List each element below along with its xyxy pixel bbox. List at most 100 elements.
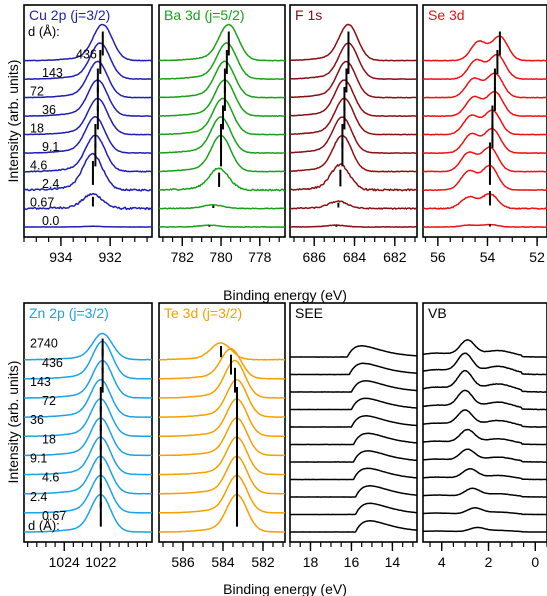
tick-label: 778	[248, 249, 272, 265]
tick-label: 14	[385, 554, 401, 570]
thickness-label: 9.1	[30, 452, 47, 466]
tick-label: 684	[343, 249, 367, 265]
thickness-label: 72	[42, 394, 56, 408]
tick-label: 56	[430, 249, 446, 265]
spectrum-curve	[289, 200, 418, 210]
spectrum-curve	[158, 203, 285, 210]
spectrum-curve	[422, 53, 547, 81]
spectrum-curve	[24, 225, 153, 228]
spectrum-curve	[422, 127, 547, 154]
tick-label: 18	[303, 554, 319, 570]
panel-title: Cu 2p (j=3/2)	[29, 7, 110, 23]
panel-title: Zn 2p (j=3/2)	[29, 305, 109, 321]
tick-label: 682	[383, 249, 407, 265]
thickness-label: 36	[42, 103, 56, 117]
spectrum-curve	[290, 97, 418, 136]
thickness-label: 9.1	[42, 140, 59, 154]
tick-label: 586	[171, 554, 195, 570]
spectrum-curve	[422, 389, 547, 411]
tick-label: 54	[480, 249, 496, 265]
spectrum-curve	[158, 455, 285, 495]
panel-title: Se 3d	[428, 7, 465, 23]
spectrum-curve	[23, 23, 153, 62]
spectrum-curve	[24, 455, 152, 495]
spectrum-curve	[423, 146, 547, 173]
y-axis-title: Intensity (arb. units)	[5, 60, 21, 183]
spectrum-curve	[422, 468, 547, 481]
spectrum-curve	[422, 35, 547, 62]
y-axis-title: Intensity (arb. units)	[5, 361, 21, 484]
spectrum-curve	[23, 378, 153, 418]
spectrum-curve	[289, 23, 418, 62]
spectrum-curve	[23, 152, 153, 192]
spectrum-curve	[158, 474, 286, 514]
spectrum-curve	[289, 362, 418, 376]
thickness-label: 2.4	[42, 177, 59, 191]
thickness-header: d (Å):	[28, 24, 60, 39]
spectrum-curve	[158, 167, 286, 192]
spectrum-curve	[23, 359, 153, 399]
panel-title: Te 3d (j=3/2)	[164, 305, 242, 321]
spectrum-curve	[158, 79, 286, 118]
spectrum-curve	[158, 493, 286, 533]
thickness-label: 436	[42, 356, 63, 370]
spectrum-curve	[290, 467, 418, 481]
panel-frame	[422, 4, 547, 238]
panel-frame	[158, 302, 286, 543]
spectrum-curve	[422, 507, 547, 516]
spectrum-curve	[158, 42, 285, 80]
spectrum-curve	[159, 436, 285, 476]
panel-frame	[422, 302, 547, 543]
spectrum-curve	[423, 352, 547, 376]
spectrum-curve	[158, 348, 286, 380]
spectrum-curve	[289, 60, 417, 99]
x-axis-title: Binding energy (eV)	[223, 287, 347, 303]
spectrum-curve	[23, 493, 152, 533]
panel-title: Ba 3d (j=5/2)	[164, 7, 245, 23]
tick-label: 16	[344, 554, 360, 570]
x-axis-title: Binding energy (eV)	[223, 581, 347, 596]
spectrum-curve	[24, 340, 153, 380]
panel-title: VB	[428, 305, 447, 321]
spectrum-curve	[24, 79, 153, 117]
tick-label: 582	[251, 554, 275, 570]
tick-label: 782	[171, 249, 195, 265]
thickness-label: 436	[76, 48, 97, 62]
thickness-label: 36	[30, 413, 44, 427]
spectrum-curve	[422, 109, 547, 136]
spectrum-curve	[158, 224, 286, 228]
spectrum-curve	[422, 223, 547, 228]
spectrum-curve	[422, 369, 547, 393]
spectrum-curve	[289, 134, 417, 173]
thickness-label: 4.6	[30, 159, 47, 173]
spectrum-curve	[289, 432, 418, 446]
tick-label: 1022	[85, 554, 116, 570]
spectrum-curve	[158, 23, 286, 62]
tick-label: 780	[209, 249, 233, 265]
spectrum-curve	[422, 448, 547, 463]
thickness-label: 2740	[30, 337, 58, 351]
tick-label: 2	[485, 554, 493, 570]
spectrum-curve	[23, 116, 153, 154]
panel-frame	[23, 4, 153, 238]
spectrum-curve	[289, 42, 418, 81]
tick-label: 686	[303, 249, 327, 265]
thickness-label: 72	[30, 85, 44, 99]
spectrum-curve	[289, 163, 418, 192]
spectrum-curve	[159, 378, 286, 418]
spectrum-curve	[23, 42, 153, 80]
tick-label: 4	[438, 554, 446, 570]
spectrum-curve	[289, 415, 418, 428]
spectrum-curve	[23, 474, 152, 514]
panel-title: F 1s	[295, 7, 322, 23]
spectrum-curve	[23, 436, 153, 476]
spectrum-curve	[422, 409, 547, 428]
spectrum-curve	[23, 398, 152, 438]
spectrum-curve	[23, 332, 153, 361]
spectrum-curve	[23, 192, 153, 211]
spectrum-curve	[289, 502, 418, 516]
thickness-label: 0.67	[30, 196, 54, 210]
spectrum-curve	[423, 90, 547, 118]
spectrum-curve	[158, 97, 286, 136]
